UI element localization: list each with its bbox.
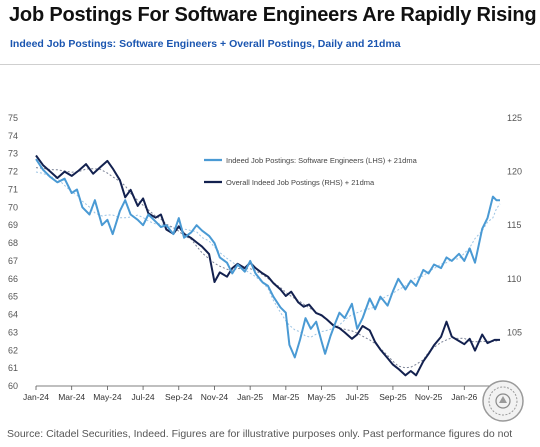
x-tick-label: Jan-26 [451,392,477,402]
legend: Indeed Job Postings: Software Engineers … [204,156,418,187]
x-tick-label: Mar-25 [272,392,299,402]
series-layer [35,154,501,377]
y-right-tick-label: 120 [507,167,522,177]
y-left-tick-label: 68 [8,238,18,248]
y-left-tick-label: 74 [8,131,18,141]
x-axis-ticks [35,386,465,390]
software-engineers-line [35,158,500,359]
y-left-tick-label: 64 [8,310,18,320]
y-left-tick-label: 62 [8,345,18,355]
y-left-tick-label: 67 [8,256,18,266]
y-left-tick-label: 73 [8,149,18,159]
x-tick-label: May-25 [307,392,336,402]
y-left-tick-label: 61 [8,363,18,373]
legend-item-overall-postings: Overall Indeed Job Postings (RHS) + 21dm… [226,178,375,187]
y-left-tick-label: 66 [8,274,18,284]
y-left-tick-label: 63 [8,327,18,337]
y-left-tick-label: 65 [8,292,18,302]
overall-postings-21dma-line [35,167,501,369]
y-left-tick-label: 72 [8,167,18,177]
x-tick-label: Sep-25 [379,392,407,402]
x-tick-label: Jul-25 [346,392,369,402]
x-tick-label: Jan-24 [23,392,49,402]
y-left-tick-label: 71 [8,184,18,194]
y-left-tick-label: 75 [8,113,18,123]
y-right-tick-label: 125 [507,113,522,123]
x-tick-label: Nov-24 [201,392,229,402]
x-tick-label: May-24 [93,392,122,402]
chart-subtitle: Indeed Job Postings: Software Engineers … [10,38,401,50]
x-tick-label: Jul-24 [131,392,154,402]
y-left-tick-label: 60 [8,381,18,391]
y-left-tick-label: 69 [8,220,18,230]
overall-postings-line [35,154,500,377]
header-divider [0,64,540,65]
y-right-tick-label: 110 [507,274,521,284]
legend-item-software-engineers: Indeed Job Postings: Software Engineers … [226,156,418,165]
x-tick-label: Nov-25 [415,392,443,402]
x-tick-label: Jan-25 [237,392,263,402]
software-engineers-21dma-line [35,171,501,338]
y-right-tick-label: 105 [507,327,522,337]
chart-title: Job Postings For Software Engineers Are … [9,4,537,26]
source-note: Source: Citadel Securities, Indeed. Figu… [7,428,513,440]
y-left-tick-label: 70 [8,202,18,212]
x-tick-label: Mar-24 [58,392,85,402]
seal-logo [482,380,524,422]
x-axis-tick-labels: Jan-24 Mar-24 May-24 Jul-24 Sep-24 Nov-24 Jan-… [23,392,478,402]
right-axis-tick-labels: 105 110 115 120 125 [507,113,522,337]
y-right-tick-label: 115 [507,220,521,230]
x-tick-label: Sep-24 [165,392,193,402]
left-axis-tick-labels: 60 61 62 63 64 65 66 67 68 69 70 71 72 73 74 75 [8,113,18,391]
